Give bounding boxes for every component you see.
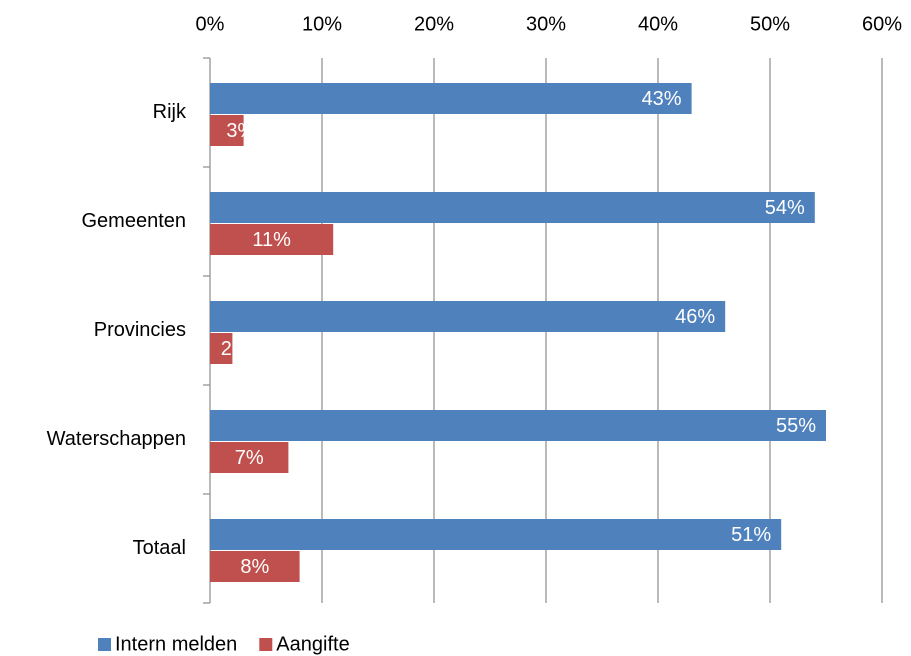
data-label: 54% xyxy=(765,197,805,219)
data-label: 43% xyxy=(642,88,682,110)
x-tick-label: 30% xyxy=(526,13,566,35)
x-tick-label: 40% xyxy=(638,13,678,35)
data-label: 55% xyxy=(776,415,816,437)
bar xyxy=(210,301,726,332)
x-tick-label: 10% xyxy=(302,13,342,35)
y-tick-label: Provincies xyxy=(94,319,186,341)
y-tick-label: Totaal xyxy=(133,537,186,559)
legend-label: Aangifte xyxy=(276,633,349,655)
data-label: 46% xyxy=(675,306,715,328)
y-tick-label: Waterschappen xyxy=(47,428,186,450)
x-tick-label: 60% xyxy=(862,13,902,35)
legend-swatch xyxy=(259,638,273,651)
x-tick-label: 50% xyxy=(750,13,790,35)
bar xyxy=(210,551,300,582)
legend-swatch xyxy=(98,638,111,651)
data-label: 7% xyxy=(235,447,264,469)
bar xyxy=(210,519,782,550)
data-label: 3% xyxy=(226,120,255,142)
legend-label: Intern melden xyxy=(115,633,237,655)
bar xyxy=(210,442,289,473)
y-tick-label: Rijk xyxy=(153,101,187,123)
data-label: 11% xyxy=(252,229,291,251)
y-tick-label: Gemeenten xyxy=(81,210,186,232)
data-label: 8% xyxy=(240,556,269,578)
data-label: 51% xyxy=(731,524,771,546)
bar xyxy=(210,410,826,441)
bar xyxy=(210,333,233,364)
data-label: 2% xyxy=(221,338,250,360)
x-tick-label: 0% xyxy=(196,13,225,35)
bar xyxy=(210,83,692,114)
x-tick-label: 20% xyxy=(414,13,454,35)
bar xyxy=(210,115,244,146)
bar xyxy=(210,192,815,223)
bar xyxy=(210,224,334,255)
